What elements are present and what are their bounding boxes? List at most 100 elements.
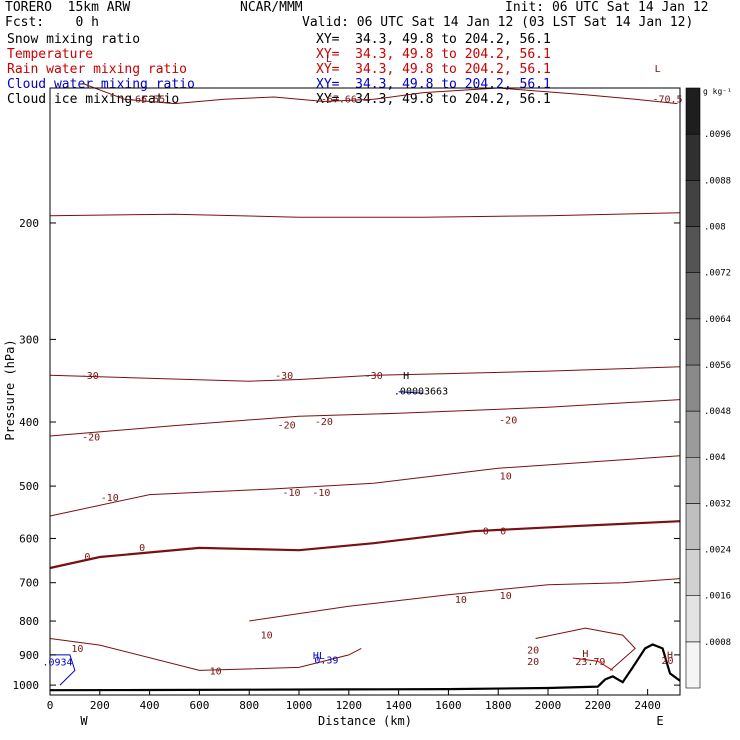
x-axis-title: Distance (km) [318,714,412,728]
colorbar-label: .0016 [704,592,731,602]
colorbar-label: .0024 [704,546,731,556]
colorbar-swatch [685,503,701,550]
temperature-contour [49,399,681,437]
colorbar-label: .004 [704,453,726,463]
contour-label: 10 [210,667,222,678]
temperature-contour [49,455,681,517]
colorbar-swatch [685,226,701,274]
field-temperature-xy: XY= 34.3, 49.8 to 204.2, 56.1 [316,47,551,62]
x-tick-label: 1400 [385,699,412,712]
contour-label: H [667,651,673,662]
x-tick-label: 2200 [585,699,612,712]
field-snow-xy: XY= 34.3, 49.8 to 204.2, 56.1 [316,32,551,47]
model-title: TORERO 15km ARW [5,0,131,15]
valid-time: Valid: 06 UTC Sat 14 Jan 12 (03 LST Sat … [302,15,694,30]
y-axis-title: Pressure (hPa) [3,339,17,440]
field-temperature: Temperature [7,47,94,62]
contour-label: 10 [261,631,273,642]
contour-label: 0 [483,527,489,538]
west-label: W [80,714,88,728]
cloud-water-contour [398,391,424,394]
x-tick-label: 800 [239,699,259,712]
colorbar-swatch [685,364,701,412]
colorbar-label: .0096 [704,130,731,140]
contour-label: -20 [82,432,100,443]
temperature-contour [82,82,678,105]
contour-label: -30 [81,371,99,382]
org-label: NCAR/MMM [240,0,303,15]
colorbar-swatch [685,318,701,366]
contour-label: L [326,54,332,65]
cloud-water-contour [50,654,76,686]
x-tick-label: 200 [90,699,110,712]
contour-label: -67.66 [321,94,357,105]
x-tick-label: 400 [140,699,160,712]
y-tick-label: 400 [19,416,39,429]
x-tick-label: 600 [189,699,209,712]
colorbar-label: .0088 [704,176,731,186]
x-tick-label: 1600 [435,699,462,712]
contour-label: 0.39 [314,656,338,667]
temperature-contour [49,520,681,570]
contour-label: 10 [500,472,512,483]
field-snow: Snow mixing ratio [7,32,141,47]
colorbar-label: .008 [704,223,726,233]
colorbar-swatch [685,133,701,181]
colorbar-label: .0056 [704,361,731,371]
x-tick-label: 1000 [286,699,313,712]
east-label: E [656,714,663,728]
colorbar: .0008 .0016 .0024 .0032 .004 .0048 .0056 .0064.… [685,87,731,689]
contour-label: 20 [527,645,539,656]
contour-label: -20 [499,416,517,427]
contour-label: 23.79 [575,657,605,668]
colorbar-swatch [685,180,701,227]
contour-label: H [582,649,588,660]
contour-label: H [403,371,409,382]
contour-label: 10 [455,595,467,606]
contour-label: .0934 [42,658,72,669]
contour-label: 20 [661,656,673,667]
x-tick-label: 0 [47,699,54,712]
contour-label: HL [313,651,325,662]
temperature-contour [49,212,681,218]
temperature-contour [535,627,636,671]
contour-layer [49,82,681,686]
contour-label: 0 [500,527,506,538]
contour-label: -20 [278,421,296,432]
colorbar-label: .0064 [704,315,731,325]
colorbar-swatch [685,87,701,135]
temperature-contour [49,638,362,671]
contour-label: L [655,64,661,75]
contour-label: -10 [101,493,119,504]
y-tick-label: 500 [19,480,39,493]
colorbar-swatch [685,410,701,458]
colorbar-swatch [685,456,701,504]
colorbar-label: .0072 [704,269,731,279]
colorbar-swatch [685,641,701,689]
contour-label: -70.5 [652,94,682,105]
contour-label: 10 [71,644,83,655]
field-rain: Rain water mixing ratio [7,62,188,77]
contour-label: .00003663 [394,387,448,398]
colorbar-unit: g kg⁻¹ [703,87,732,96]
contour-label: -30 [275,371,293,382]
contour-label: 0 [84,552,90,563]
contour-label: -10 [282,488,300,499]
colorbar-swatch [685,549,701,597]
y-tick-label: 200 [19,217,39,230]
y-tick-label: 600 [19,532,39,545]
contour-label: -10 [312,488,330,499]
contour-label: 0 [139,543,145,554]
contour-label: -20 [315,417,333,428]
colorbar-label: .0048 [704,407,731,417]
colorbar-label: .0032 [704,499,731,509]
contour-label: 10 [500,591,512,602]
x-tick-label: 1800 [485,699,512,712]
init-time: Init: 06 UTC Sat 14 Jan 12 [505,0,709,15]
temperature-contour [249,578,681,622]
contour-label-layer: -66.55 -67.66 -70.5 L L -30 -30 -30 H .00003663 -2… [42,54,682,678]
x-tick-label: 2400 [634,699,661,712]
contour-label: -66.55 [129,94,165,105]
